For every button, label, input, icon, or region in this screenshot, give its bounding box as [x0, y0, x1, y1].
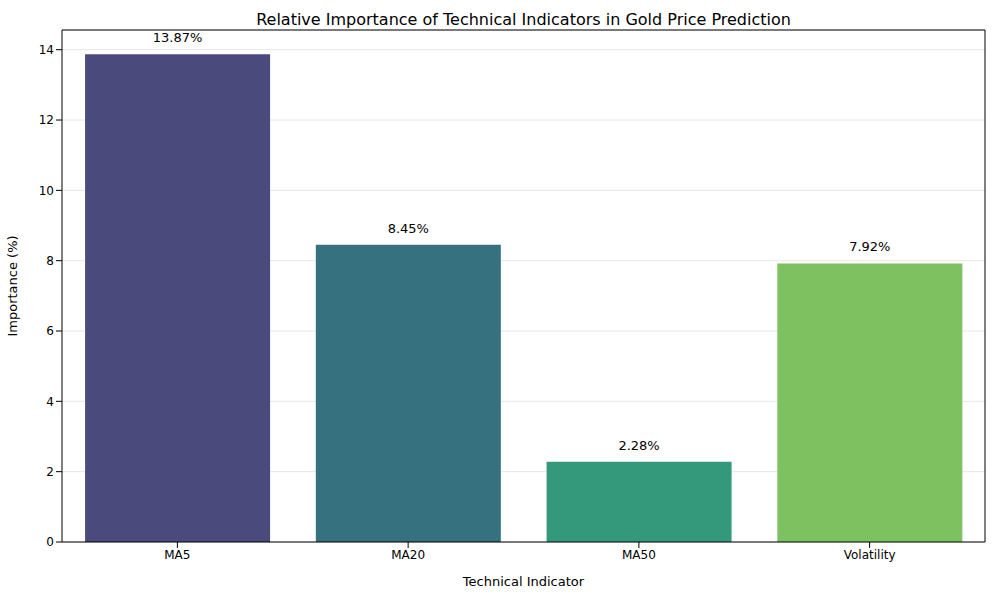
svg-text:8: 8: [46, 254, 54, 268]
svg-text:MA50: MA50: [622, 548, 656, 562]
svg-text:Volatility: Volatility: [844, 548, 896, 562]
svg-text:MA20: MA20: [391, 548, 425, 562]
html-text:Relative Importance of Technic: Relative Importance of Technical Indicat…: [256, 10, 791, 29]
svg-text:2.28%: 2.28%: [618, 438, 659, 453]
svg-text:8.45%: 8.45%: [388, 221, 429, 236]
svg-text:0: 0: [46, 535, 54, 549]
svg-text:4: 4: [46, 395, 54, 409]
svg-text:10: 10: [39, 184, 54, 198]
svg-text:Technical Indicator: Technical Indicator: [462, 574, 585, 589]
svg-text:2: 2: [46, 465, 54, 479]
svg-text:13.87%: 13.87%: [153, 30, 203, 45]
svg-text:Importance (%): Importance (%): [8, 235, 20, 336]
svg-text:14: 14: [39, 43, 54, 57]
svg-text:6: 6: [46, 324, 54, 338]
svg-text:12: 12: [39, 113, 54, 127]
svg-text:MA5: MA5: [164, 548, 190, 562]
svg-text:7.92%: 7.92%: [849, 239, 890, 254]
